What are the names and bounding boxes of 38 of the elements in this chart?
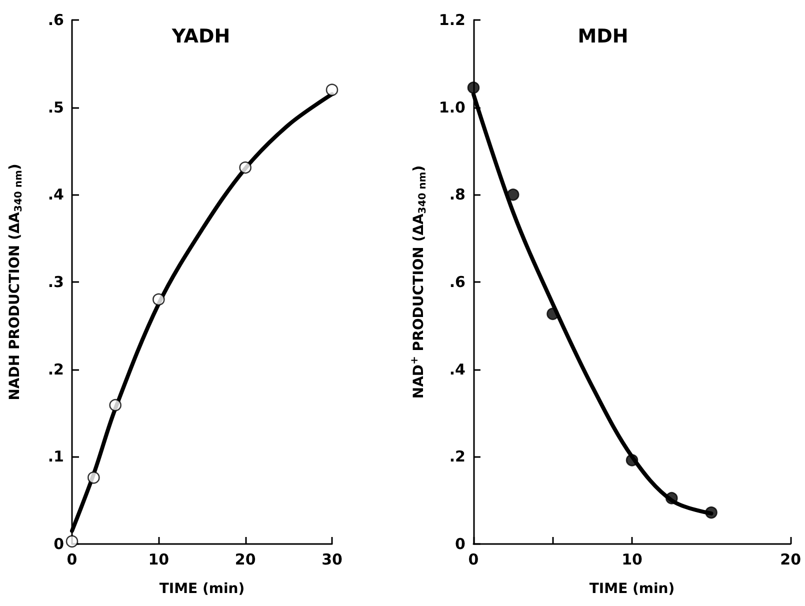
y-tick-label: .4 <box>48 186 64 204</box>
y-tick-label: .8 <box>449 186 466 204</box>
y-tick-label: .2 <box>449 448 466 466</box>
y-tick-label: .5 <box>48 98 64 116</box>
y-tick-label: 0 <box>455 535 466 553</box>
point <box>109 398 122 412</box>
point <box>705 506 718 519</box>
y-tick-label: .4 <box>449 360 466 378</box>
x-tick-label: 20 <box>780 550 801 568</box>
point <box>626 454 638 466</box>
y-tick-label: 1.2 <box>438 11 466 29</box>
x-axis-title: TIME (min) <box>589 581 675 597</box>
chart-title: MDH <box>578 26 628 48</box>
y-tick-label: .6 <box>48 11 64 29</box>
point <box>88 471 100 484</box>
x-axis-title: TIME (min) <box>159 581 245 597</box>
point <box>239 161 252 174</box>
x-tick-label: 0 <box>66 550 78 568</box>
y-tick-label: 0 <box>54 535 64 553</box>
chart-title: YADH <box>170 26 230 48</box>
y-tick-label: .6 <box>449 273 466 291</box>
y-tick-label: .1 <box>48 448 64 466</box>
y-tick-label: 1.0 <box>438 98 466 116</box>
point <box>546 308 559 320</box>
y-axis-title: NAD+ PRODUCTION (ΔA340 nm) <box>410 165 428 399</box>
x-tick-label: 30 <box>322 550 342 568</box>
point <box>467 82 480 94</box>
point <box>506 188 520 201</box>
y-axis-title: NADH PRODUCTION (ΔA340 nm) <box>7 164 24 400</box>
x-tick-label: 10 <box>622 550 642 568</box>
x-tick-label: 0 <box>468 550 479 568</box>
x-tick-label: 20 <box>234 550 256 568</box>
point <box>326 84 338 96</box>
point <box>152 293 165 306</box>
y-tick-label: .3 <box>48 273 64 291</box>
y-tick-label: .2 <box>48 360 64 378</box>
point <box>666 492 678 504</box>
x-tick-label: 10 <box>148 550 170 568</box>
